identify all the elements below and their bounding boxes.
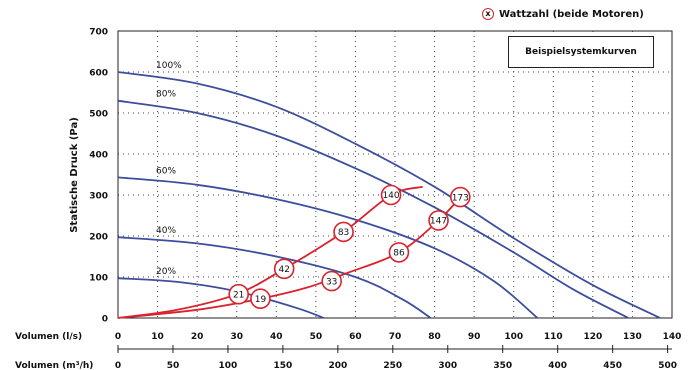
wattage-marker-label: 42 [278, 265, 289, 275]
wattage-marker-circle [333, 221, 354, 243]
x-tick-label: 90 [468, 332, 481, 342]
wattage-legend-label: Wattzahl (beide Motoren) [499, 8, 644, 20]
x-tick-label: 120 [583, 332, 602, 342]
x2-tick-label: 450 [603, 361, 622, 370]
wattage-marker: 21 [228, 283, 249, 305]
wattage-marker-circle [273, 258, 295, 280]
wattage-marker-label: 83 [338, 228, 349, 238]
fan-curve-line [117, 277, 325, 319]
fan-curve-line [117, 99, 629, 319]
x-tick-label: 140 [663, 332, 682, 342]
y-tick-label: 200 [89, 233, 108, 243]
x-axis-label-m3h: Volumen (m³/h) [15, 361, 93, 370]
system-curves-legend-box: Beispielsystemkurven [508, 36, 654, 68]
x-axis-label-ls: Volumen (l/s) [15, 332, 82, 342]
wattage-marker: 147 [428, 210, 449, 231]
wattage-marker-label: 19 [255, 295, 267, 305]
x-tick-label: 20 [191, 332, 204, 342]
y-tick-label: 700 [89, 28, 108, 38]
y-tick-label: 300 [89, 192, 108, 202]
x-tick-label: 30 [230, 332, 243, 342]
wattage-marker-circle [321, 270, 342, 292]
x-tick-label: 70 [389, 332, 402, 342]
x-tick-label: 50 [310, 332, 323, 342]
fan-curve-line [117, 236, 432, 319]
system-curves-legend-label: Beispielsystemkurven [525, 47, 637, 57]
plot-frame [117, 30, 673, 319]
fan-curve-label: 80% [156, 90, 176, 100]
wattage-markers: 21 42 83 140 173 19 33 86 147 [228, 184, 471, 310]
y-tick-label: 600 [89, 69, 108, 79]
x-tick-label: 60 [349, 332, 362, 342]
fan-curve-line [117, 176, 539, 319]
y-tick-label: 400 [89, 151, 108, 161]
fan-curves: 100% 80% 60% 40% 20% [117, 61, 661, 319]
wattage-marker: 140 [380, 184, 402, 206]
wattage-marker-circle [250, 288, 271, 310]
wattage-marker-circle [449, 186, 471, 208]
wattage-marker-circle [388, 242, 410, 263]
x2-tick-label: 500 [658, 361, 677, 370]
grid [118, 31, 672, 318]
fan-curve-label: 40% [156, 226, 176, 236]
wattage-marker-label: 86 [393, 249, 405, 259]
fan-curve-label: 60% [156, 166, 176, 176]
y-tick-label: 500 [89, 110, 108, 120]
x2-tick-label: 0 [115, 361, 121, 370]
wattage-marker: 19 [250, 288, 271, 310]
x2-tick-label: 400 [548, 361, 567, 370]
y-tick-label: 0 [102, 315, 108, 325]
x-tick-label: 40 [270, 332, 283, 342]
x-tick-label: 100 [504, 332, 523, 342]
fan-curve-label: 20% [156, 267, 176, 277]
wattage-marker-circle [380, 184, 402, 206]
y-axis-label: Statische Druck (Pa) [69, 117, 80, 233]
x2-tick-label: 300 [438, 361, 457, 370]
y-tick-label: 100 [89, 274, 108, 284]
x2-tick-label: 50 [167, 361, 180, 370]
x-tick-label: 110 [544, 332, 563, 342]
x-tick-label: 130 [623, 332, 642, 342]
wattage-marker: 83 [333, 221, 354, 243]
wattage-legend: x Wattzahl (beide Motoren) [482, 5, 644, 23]
wattage-marker: 33 [321, 270, 342, 292]
wattage-marker-icon: x [482, 8, 494, 20]
x-tick-label: 10 [151, 332, 164, 342]
system-curve-line [117, 194, 463, 319]
wattage-marker-circle [228, 283, 249, 305]
x2-tick-label: 200 [328, 361, 347, 370]
wattage-marker: 86 [388, 242, 410, 263]
wattage-marker-label: 33 [326, 277, 337, 287]
x2-tick-label: 150 [273, 361, 292, 370]
x2-tick-label: 350 [493, 361, 512, 370]
x-tick-label: 0 [115, 332, 121, 342]
wattage-marker: 42 [273, 258, 295, 280]
wattage-marker-label: 147 [430, 217, 447, 227]
fan-curve-line [117, 71, 661, 319]
wattage-marker-label: 21 [233, 290, 244, 300]
wattage-marker-circle [428, 210, 449, 231]
wattage-marker-label: 173 [452, 193, 469, 203]
x-tick-label: 80 [428, 332, 441, 342]
system-curves [117, 185, 463, 319]
wattage-marker: 173 [449, 186, 471, 208]
fan-curve-label: 100% [156, 61, 182, 71]
wattage-marker-label: 140 [382, 191, 399, 201]
x2-tick-label: 100 [219, 361, 238, 370]
x2-tick-label: 250 [383, 361, 402, 370]
